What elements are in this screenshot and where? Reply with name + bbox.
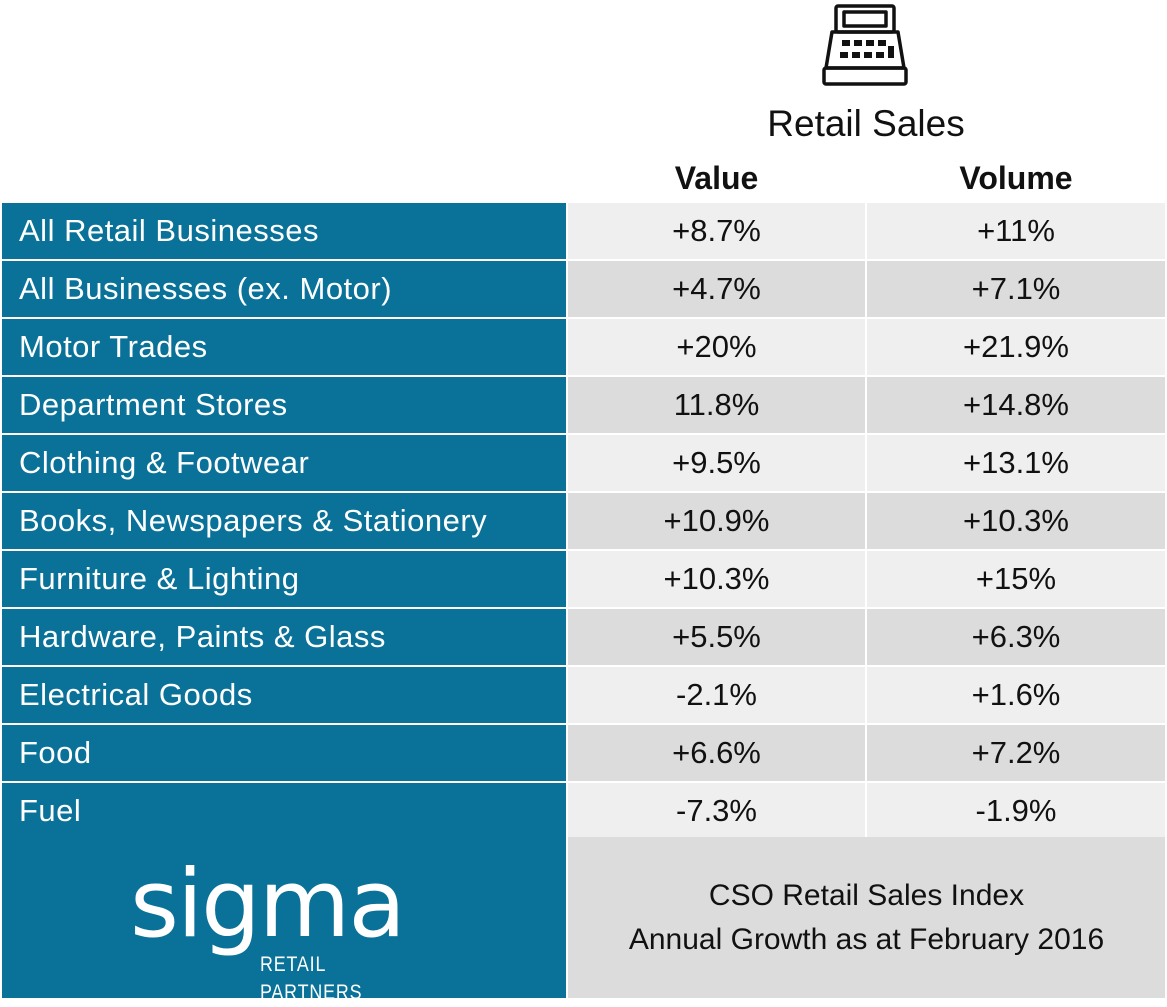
row-label: Electrical Goods xyxy=(2,667,566,723)
row-label: Hardware, Paints & Glass xyxy=(2,609,566,665)
table-row: Books, Newspapers & Stationery +10.9% +1… xyxy=(2,493,1165,549)
volume-cell: +10.3% xyxy=(867,493,1165,549)
row-label: Department Stores xyxy=(2,377,566,433)
volume-cell: -1.9% xyxy=(867,783,1165,839)
value-cell: +4.7% xyxy=(568,261,865,317)
row-label: Furniture & Lighting xyxy=(2,551,566,607)
volume-cell: +13.1% xyxy=(867,435,1165,491)
value-cell: +9.5% xyxy=(568,435,865,491)
table-row: Fuel -7.3% -1.9% xyxy=(2,783,1165,839)
table-row: Clothing & Footwear +9.5% +13.1% xyxy=(2,435,1165,491)
volume-cell: +1.6% xyxy=(867,667,1165,723)
table-row: All Retail Businesses +8.7% +11% xyxy=(2,203,1165,259)
row-label: All Businesses (ex. Motor) xyxy=(2,261,566,317)
row-label: All Retail Businesses xyxy=(2,203,566,259)
value-cell: +10.3% xyxy=(568,551,865,607)
row-label: Books, Newspapers & Stationery xyxy=(2,493,566,549)
volume-cell: +15% xyxy=(867,551,1165,607)
row-label: Fuel xyxy=(2,783,566,839)
column-header-volume: Volume xyxy=(959,160,1073,196)
sigma-logo: sigma RETAIL PARTNERS xyxy=(2,837,566,1004)
row-label: Clothing & Footwear xyxy=(2,435,566,491)
cash-register-icon xyxy=(822,4,908,86)
value-cell: -7.3% xyxy=(568,783,865,839)
table-row: Motor Trades +20% +21.9% xyxy=(2,319,1165,375)
table-row: Electrical Goods -2.1% +1.6% xyxy=(2,667,1165,723)
caption-line-2: Annual Growth as at February 2016 xyxy=(628,922,1105,956)
volume-cell: +21.9% xyxy=(867,319,1165,375)
retail-sales-table: All Retail Businesses +8.7% +11% All Bus… xyxy=(2,203,1165,841)
logo-wordmark: sigma xyxy=(130,850,406,959)
value-cell: +5.5% xyxy=(568,609,865,665)
table-row: Furniture & Lighting +10.3% +15% xyxy=(2,551,1165,607)
table-row: Department Stores 11.8% +14.8% xyxy=(2,377,1165,433)
footer: sigma RETAIL PARTNERS CSO Retail Sales I… xyxy=(2,837,1165,1004)
volume-cell: +14.8% xyxy=(867,377,1165,433)
value-cell: +20% xyxy=(568,319,865,375)
value-cell: +10.9% xyxy=(568,493,865,549)
value-cell: +8.7% xyxy=(568,203,865,259)
caption-line-1: CSO Retail Sales Index xyxy=(708,878,1025,912)
value-cell: +6.6% xyxy=(568,725,865,781)
volume-cell: +11% xyxy=(867,203,1165,259)
logo-tagline: RETAIL PARTNERS xyxy=(260,953,363,1004)
table-row: Food +6.6% +7.2% xyxy=(2,725,1165,781)
row-label: Food xyxy=(2,725,566,781)
source-caption: CSO Retail Sales Index Annual Growth as … xyxy=(568,837,1165,998)
table-row: All Businesses (ex. Motor) +4.7% +7.1% xyxy=(2,261,1165,317)
table-row: Hardware, Paints & Glass +5.5% +6.3% xyxy=(2,609,1165,665)
value-cell: -2.1% xyxy=(568,667,865,723)
section-title: Retail Sales xyxy=(767,103,965,144)
volume-cell: +7.1% xyxy=(867,261,1165,317)
volume-cell: +7.2% xyxy=(867,725,1165,781)
column-header-value: Value xyxy=(674,160,759,196)
value-cell: 11.8% xyxy=(568,377,865,433)
row-label: Motor Trades xyxy=(2,319,566,375)
volume-cell: +6.3% xyxy=(867,609,1165,665)
